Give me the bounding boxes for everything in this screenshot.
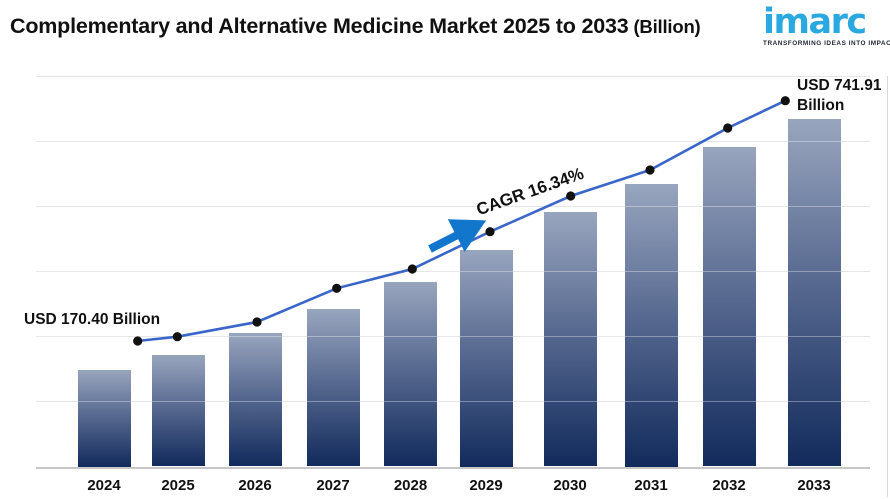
start-value-label: USD 170.40 Billion — [24, 311, 161, 328]
trend-line — [137, 99, 786, 343]
bar-2027 — [306, 309, 360, 467]
data-point-2027 — [332, 283, 342, 293]
bar-2032 — [702, 146, 756, 467]
gridline-overlay — [36, 335, 870, 337]
gridline-overlay — [36, 76, 870, 77]
data-point-2030 — [566, 191, 576, 201]
x-tick-label-2030: 2030 — [553, 476, 587, 494]
data-point-2024 — [133, 336, 143, 346]
bar-2024 — [77, 370, 131, 467]
data-point-2032 — [723, 123, 733, 133]
x-tick-label-2027: 2027 — [316, 476, 350, 494]
x-tick-label-2026: 2026 — [238, 476, 272, 494]
x-axis-line — [36, 466, 870, 469]
bar-2026 — [228, 333, 282, 467]
data-point-2028 — [407, 264, 417, 274]
chart-title-suffix: (Billion) — [633, 16, 701, 37]
imarc-logo-tagline: TRANSFORMING IDEAS INTO IMPACT — [763, 40, 890, 47]
x-tick-label-2032: 2032 — [712, 476, 746, 494]
chart-title: Complementary and Alternative Medicine M… — [10, 14, 755, 39]
plot-area: USD 170.40 Billion USD 741.91 Billion CA… — [0, 70, 890, 499]
x-tick-label-2029: 2029 — [469, 476, 503, 494]
data-point-2029 — [485, 227, 495, 237]
gridline — [36, 270, 870, 272]
data-point-2025 — [172, 332, 182, 342]
gridline — [36, 400, 870, 402]
bar-2030 — [543, 212, 597, 467]
bar-2033 — [787, 119, 841, 467]
chart-title-main: Complementary and Alternative Medicine M… — [10, 14, 629, 38]
end-value-label: USD 741.91 Billion — [797, 77, 882, 114]
gridline — [36, 335, 870, 337]
gridline — [36, 141, 870, 142]
imarc-logo-text: imarc — [763, 2, 867, 42]
bar-2025 — [151, 354, 205, 467]
bar-2029 — [459, 250, 513, 467]
gridline-overlay — [36, 270, 870, 272]
x-tick-label-2028: 2028 — [393, 476, 428, 494]
gridline-overlay — [36, 141, 870, 142]
data-point-2033 — [780, 96, 790, 106]
bar-2028 — [384, 282, 437, 467]
imarc-logo: imarc TRANSFORMING IDEAS INTO IMPACT — [763, 2, 890, 47]
trend-line-layer — [133, 96, 790, 346]
gridline-overlay — [36, 206, 870, 207]
x-tick-label-2031: 2031 — [634, 476, 668, 494]
bar-2031 — [624, 184, 678, 467]
x-tick-label-2033: 2033 — [797, 476, 831, 494]
data-point-2031 — [645, 165, 655, 175]
x-tick-label-2024: 2024 — [87, 476, 121, 494]
plot-right-border — [887, 76, 888, 497]
data-point-2026 — [252, 317, 262, 327]
gridline — [36, 206, 870, 207]
gridline-overlay — [36, 400, 870, 402]
gridline — [36, 76, 870, 77]
cagr-arrow-icon — [428, 219, 487, 253]
x-tick-label-2025: 2025 — [161, 476, 195, 494]
